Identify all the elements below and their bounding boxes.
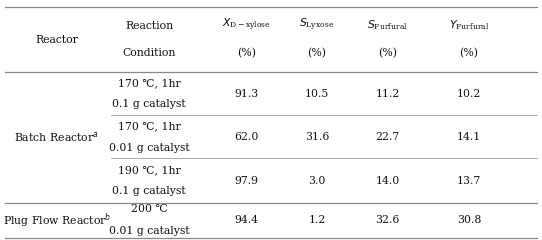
Text: 0.01 g catalyst: 0.01 g catalyst xyxy=(109,143,189,153)
Text: 30.8: 30.8 xyxy=(457,215,481,225)
Text: 0.01 g catalyst: 0.01 g catalyst xyxy=(109,226,189,236)
Text: Reactor: Reactor xyxy=(35,35,79,45)
Text: $S_{\mathregular{Furfural}}$: $S_{\mathregular{Furfural}}$ xyxy=(367,18,408,32)
Text: 0.1 g catalyst: 0.1 g catalyst xyxy=(112,99,186,109)
Text: 1.2: 1.2 xyxy=(308,215,326,225)
Text: (%): (%) xyxy=(459,48,479,58)
Text: 0.1 g catalyst: 0.1 g catalyst xyxy=(112,186,186,196)
Text: 31.6: 31.6 xyxy=(305,132,329,142)
Text: 22.7: 22.7 xyxy=(376,132,399,142)
Text: 62.0: 62.0 xyxy=(235,132,259,142)
Text: 11.2: 11.2 xyxy=(376,89,399,99)
Text: 10.2: 10.2 xyxy=(457,89,481,99)
Text: 190 ℃, 1hr: 190 ℃, 1hr xyxy=(118,165,180,175)
Text: (%): (%) xyxy=(307,48,327,58)
Text: 10.5: 10.5 xyxy=(305,89,329,99)
Text: 3.0: 3.0 xyxy=(308,176,326,186)
Text: 170 ℃, 1hr: 170 ℃, 1hr xyxy=(118,78,180,88)
Text: Plug Flow Reactor$^b$: Plug Flow Reactor$^b$ xyxy=(3,211,111,229)
Text: 94.4: 94.4 xyxy=(235,215,259,225)
Text: (%): (%) xyxy=(378,48,397,58)
Text: 200 ℃: 200 ℃ xyxy=(131,204,167,214)
Text: 14.0: 14.0 xyxy=(376,176,399,186)
Text: (%): (%) xyxy=(237,48,256,58)
Text: 91.3: 91.3 xyxy=(235,89,259,99)
Text: 170 ℃, 1hr: 170 ℃, 1hr xyxy=(118,121,180,131)
Text: $X_{\mathregular{D-xylose}}$: $X_{\mathregular{D-xylose}}$ xyxy=(222,17,271,33)
Text: 32.6: 32.6 xyxy=(376,215,399,225)
Text: Reaction: Reaction xyxy=(125,21,173,31)
Text: 13.7: 13.7 xyxy=(457,176,481,186)
Text: Batch Reactor$^a$: Batch Reactor$^a$ xyxy=(15,130,99,144)
Text: $S_{\mathregular{Lyxose}}$: $S_{\mathregular{Lyxose}}$ xyxy=(300,17,334,33)
Text: 14.1: 14.1 xyxy=(457,132,481,142)
Text: Condition: Condition xyxy=(122,48,176,58)
Text: 97.9: 97.9 xyxy=(235,176,259,186)
Text: $Y_{\mathregular{Furfural}}$: $Y_{\mathregular{Furfural}}$ xyxy=(449,18,489,32)
